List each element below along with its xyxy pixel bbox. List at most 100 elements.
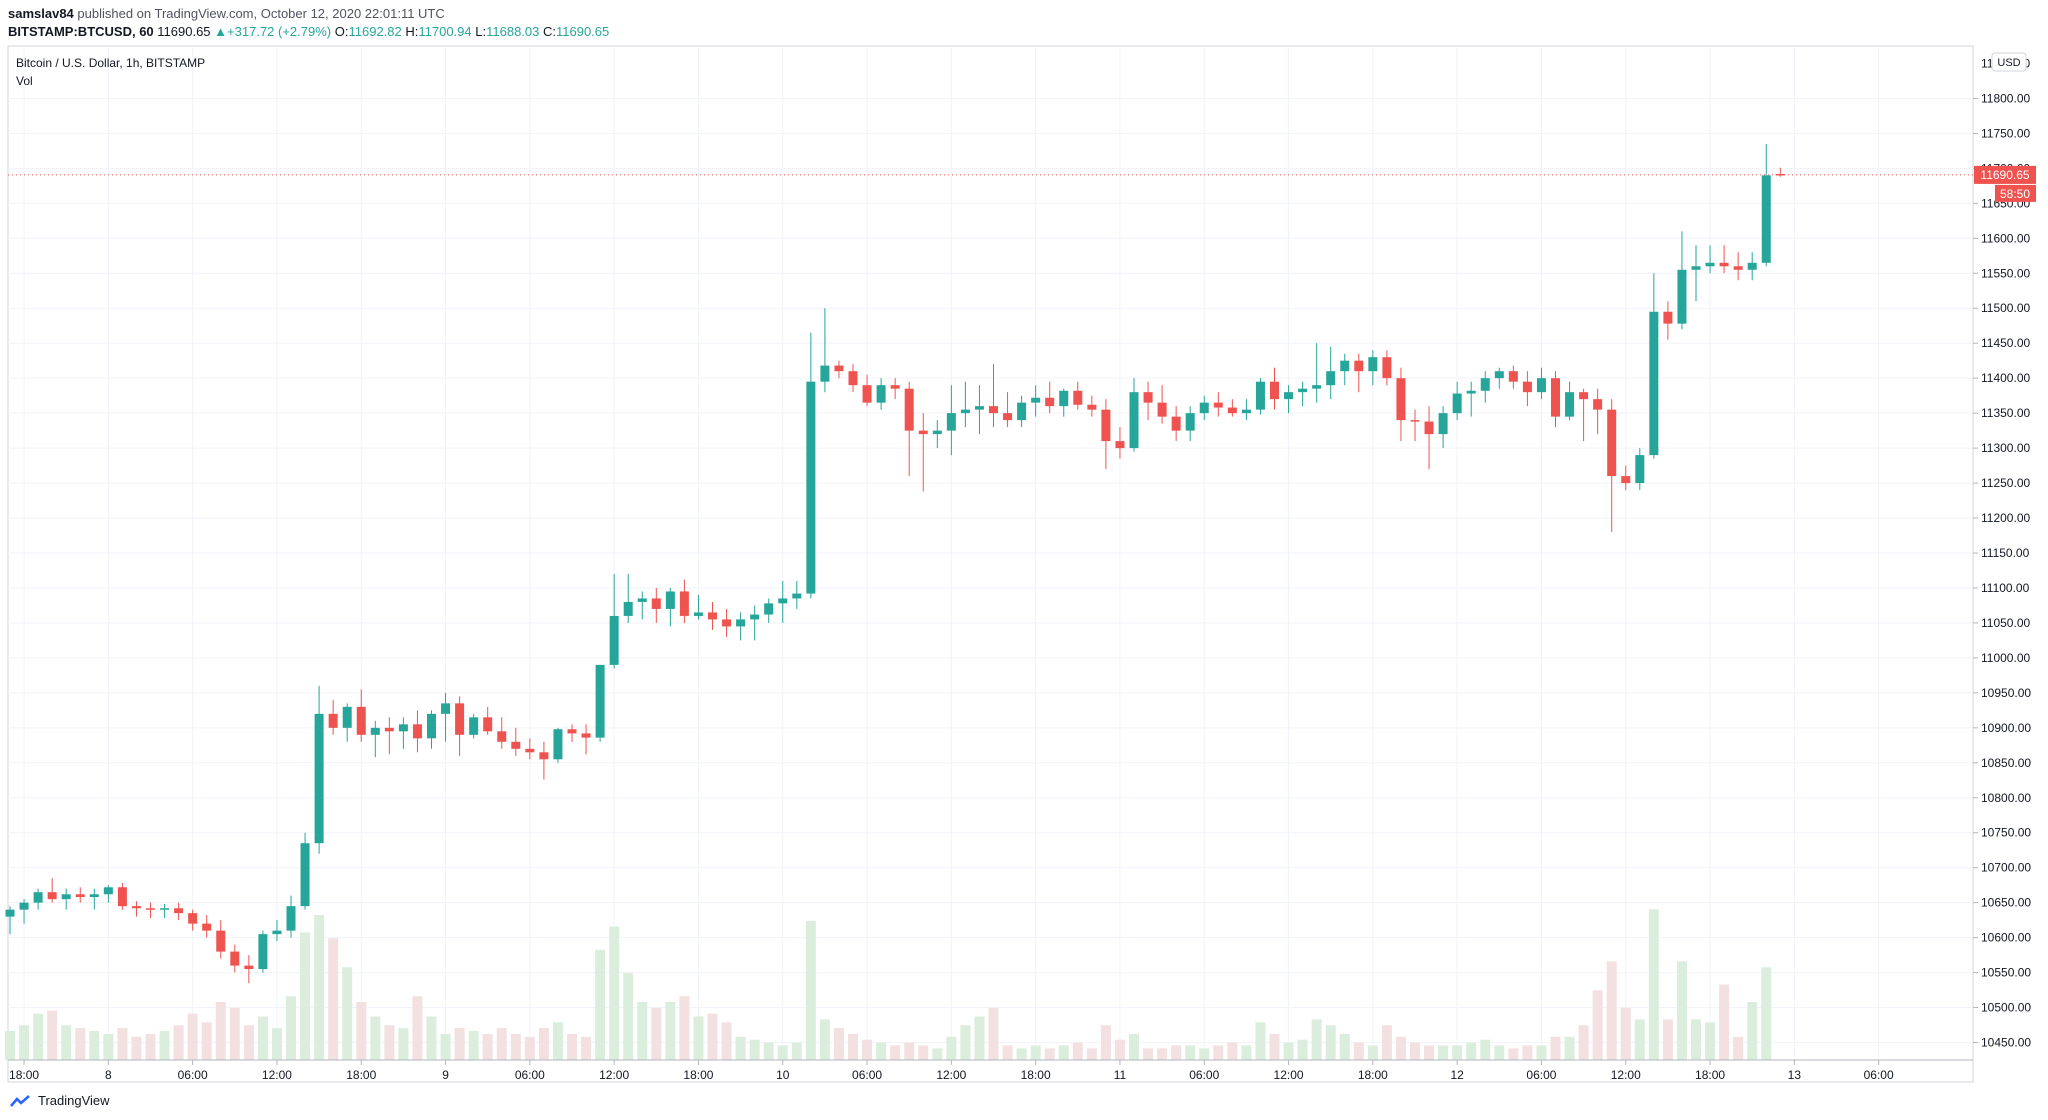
candle-body xyxy=(581,733,591,738)
volume-bar xyxy=(637,1002,648,1060)
price-tick-label: 11050.00 xyxy=(1981,616,2030,630)
candle-body xyxy=(1227,407,1237,414)
volume-bar xyxy=(1522,1045,1533,1060)
volume-bar xyxy=(342,967,353,1060)
price-axis[interactable]: 10450.00 10500.00 10550.00 10600.00 10650.00… xyxy=(1973,56,2031,1050)
volume-bar xyxy=(257,1016,268,1060)
volume-bar xyxy=(314,915,325,1060)
low-value: 11688.03 xyxy=(486,24,540,39)
volume-bar xyxy=(1564,1036,1575,1060)
volume-bar xyxy=(75,1028,86,1060)
volume-bar xyxy=(1691,1019,1701,1060)
volume-bar xyxy=(1114,1039,1125,1060)
candle-body xyxy=(553,729,563,760)
volume-bar xyxy=(1733,1036,1744,1060)
price-tick-label: 10500.00 xyxy=(1981,1001,2031,1015)
candle-body xyxy=(904,388,914,431)
time-tick-label: 11 xyxy=(1114,1068,1127,1082)
volume-bar xyxy=(679,996,690,1060)
time-tick-label: 18:00 xyxy=(346,1068,376,1082)
volume-bar xyxy=(567,1033,577,1060)
candle-body xyxy=(848,371,858,386)
price-tick-label: 11400.00 xyxy=(1981,371,2030,385)
candle-body xyxy=(1045,397,1055,407)
open-value: 11692.82 xyxy=(348,24,402,39)
time-tick-label: 12 xyxy=(1450,1068,1464,1082)
volume-bar xyxy=(524,1036,535,1060)
volume-bar xyxy=(1199,1048,1210,1060)
volume-bar xyxy=(805,920,816,1060)
candle-body xyxy=(1115,441,1125,449)
time-axis[interactable]: 18:00 8 06:00 12:00 18:00 9 06:00 12:00 18:00 10 0… xyxy=(8,1059,1973,1082)
candle-body xyxy=(736,619,746,627)
candle-body xyxy=(637,598,647,602)
change-up-icon: ▲ xyxy=(214,24,228,39)
volume-bar xyxy=(876,1042,887,1060)
volume-bar xyxy=(693,1016,704,1060)
volume-bar xyxy=(1550,1036,1561,1060)
candle-body xyxy=(974,406,984,410)
volume-bar xyxy=(398,1028,409,1060)
low-label: L: xyxy=(475,24,487,39)
last-price: 11690.65 xyxy=(157,24,211,39)
candle-body xyxy=(1579,392,1589,400)
candle-body xyxy=(356,706,366,735)
candle-body xyxy=(778,598,788,604)
volume-bar xyxy=(1016,1048,1027,1060)
plot-area[interactable] xyxy=(7,45,1974,1083)
candle-body xyxy=(1621,476,1631,484)
price-tick-label: 10800.00 xyxy=(1981,791,2031,805)
volume-bar xyxy=(187,1013,198,1060)
price-tick-label: 10700.00 xyxy=(1981,861,2031,875)
volume-bar xyxy=(1634,1019,1645,1060)
candle-body xyxy=(202,923,212,931)
volume-bar xyxy=(1143,1048,1154,1060)
candle-body xyxy=(300,843,310,907)
price-tick-label: 11350.00 xyxy=(1981,406,2030,420)
time-tick-label: 06:00 xyxy=(1864,1068,1894,1082)
candle-body xyxy=(1607,409,1617,477)
price-tick-label: 10550.00 xyxy=(1981,966,2031,980)
volume-bar xyxy=(328,938,339,1060)
candle-body xyxy=(1494,371,1504,379)
publish-info: samslav84 published on TradingView.com, … xyxy=(8,6,445,21)
last-price-tag-label: 11690.65 xyxy=(1980,168,2029,182)
volume-bar xyxy=(1424,1045,1435,1060)
volume-bar xyxy=(510,1033,521,1060)
volume-bar xyxy=(1592,990,1603,1060)
volume-bar xyxy=(19,1025,30,1060)
currency-badge[interactable]: USD xyxy=(1991,52,2027,72)
volume-bar xyxy=(384,1025,395,1060)
volume-bar xyxy=(356,1002,367,1060)
candle-body xyxy=(609,615,619,665)
high-label: H: xyxy=(405,24,419,39)
price-tick-label: 11000.00 xyxy=(1981,651,2030,665)
price-tick-label: 10850.00 xyxy=(1981,756,2031,770)
time-tick-label: 06:00 xyxy=(178,1068,208,1082)
volume-bar xyxy=(159,1031,170,1060)
candle-body xyxy=(820,365,830,382)
candle-body xyxy=(497,731,507,742)
volume-bar xyxy=(1086,1048,1097,1060)
volume-bar xyxy=(1480,1039,1491,1060)
legend-vol: Vol xyxy=(16,74,33,88)
candle-body xyxy=(1340,360,1350,372)
candle-body xyxy=(1382,357,1392,379)
time-tick-label: 18:00 xyxy=(9,1068,39,1082)
time-tick-label: 12:00 xyxy=(599,1068,629,1082)
candle-body xyxy=(328,713,338,728)
volume-bar xyxy=(271,1028,282,1060)
time-tick-label: 06:00 xyxy=(1526,1068,1556,1082)
price-tick-label: 11550.00 xyxy=(1981,266,2030,280)
candle-body xyxy=(750,614,760,620)
close-label: C: xyxy=(543,24,556,39)
volume-bar xyxy=(47,1010,58,1060)
volume-bar xyxy=(440,1033,451,1060)
candle-body xyxy=(1017,402,1027,421)
last-price-tag xyxy=(1974,165,2036,184)
volume-bar xyxy=(1466,1042,1477,1060)
volume-bar xyxy=(581,1036,592,1060)
volume-bar xyxy=(468,1031,479,1060)
footer-brand[interactable]: TradingView xyxy=(10,1093,110,1108)
